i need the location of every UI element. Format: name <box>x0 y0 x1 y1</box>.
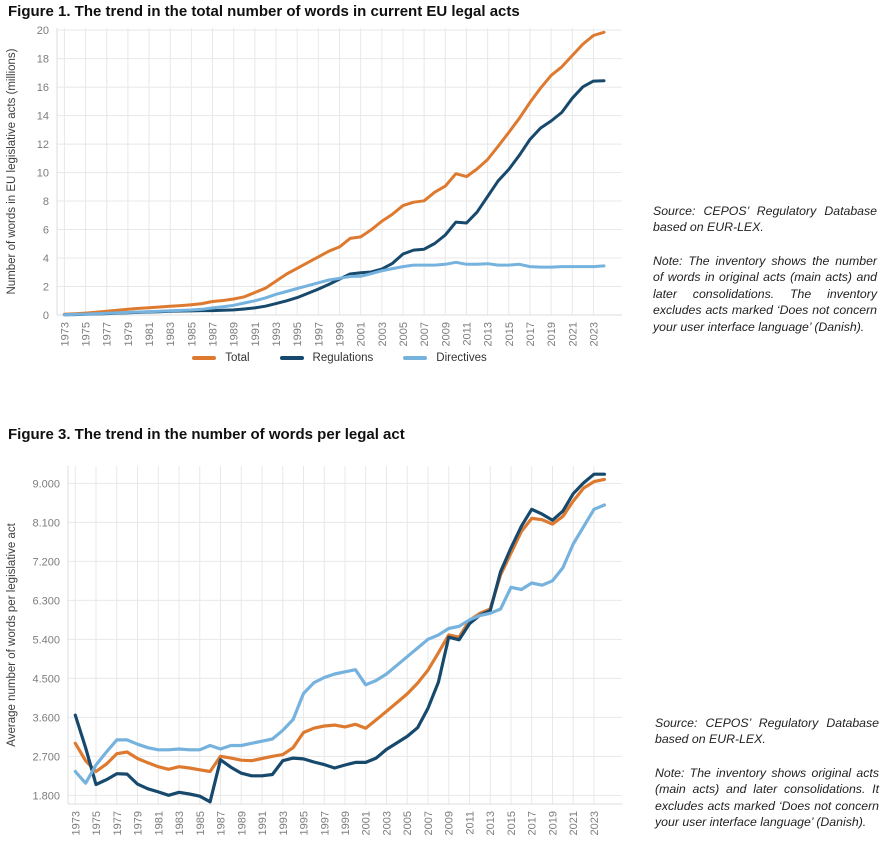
svg-text:1973: 1973 <box>59 322 71 346</box>
figure-3-line-chart: 1973 1975 1977 1979 1981 1983 1985 1987 1989 1991… <box>6 466 622 835</box>
svg-text:2011: 2011 <box>461 322 473 346</box>
svg-text:2007: 2007 <box>423 811 435 835</box>
svg-text:3.600: 3.600 <box>32 712 60 724</box>
svg-text:8.100: 8.100 <box>32 517 60 529</box>
svg-text:12: 12 <box>37 139 49 151</box>
svg-text:1983: 1983 <box>165 322 177 346</box>
legend-item-regulations: Regulations <box>279 352 374 364</box>
svg-text:1999: 1999 <box>340 811 352 835</box>
svg-text:1991: 1991 <box>250 322 262 346</box>
svg-text:1997: 1997 <box>319 811 331 835</box>
figure-3-note-text: Note: The inventory shows original acts … <box>655 765 879 830</box>
svg-text:2003: 2003 <box>381 811 393 835</box>
svg-text:2023: 2023 <box>588 322 600 346</box>
svg-text:Number of words in EU legislat: Number of words in EU legislative acts (… <box>6 48 18 294</box>
legend-item-directives: Directives <box>403 352 487 364</box>
svg-text:2009: 2009 <box>440 322 452 346</box>
svg-text:1977: 1977 <box>102 322 114 346</box>
svg-text:1979: 1979 <box>133 811 145 835</box>
svg-text:2013: 2013 <box>483 322 495 346</box>
svg-text:1985: 1985 <box>186 322 198 346</box>
legend-swatch-regulations <box>279 356 304 360</box>
svg-text:2017: 2017 <box>527 811 539 835</box>
svg-text:2021: 2021 <box>568 811 580 835</box>
legend-label-directives: Directives <box>436 352 487 364</box>
svg-text:1987: 1987 <box>208 322 220 346</box>
svg-text:1973: 1973 <box>70 811 82 835</box>
svg-text:1993: 1993 <box>278 811 290 835</box>
svg-text:8: 8 <box>43 196 49 208</box>
figure-3-title: Figure 3. The trend in the number of wor… <box>8 426 405 443</box>
legend-swatch-total <box>192 356 217 360</box>
svg-text:1989: 1989 <box>229 322 241 346</box>
svg-text:1981: 1981 <box>153 811 165 835</box>
svg-text:2011: 2011 <box>464 811 476 835</box>
svg-text:7.200: 7.200 <box>32 556 60 568</box>
svg-text:2005: 2005 <box>398 322 410 346</box>
svg-text:1975: 1975 <box>81 322 93 346</box>
svg-text:4.500: 4.500 <box>32 673 60 685</box>
legend-label-total: Total <box>225 352 250 364</box>
svg-text:1995: 1995 <box>299 811 311 835</box>
svg-text:1987: 1987 <box>216 811 228 835</box>
svg-text:1991: 1991 <box>257 811 269 835</box>
svg-text:1977: 1977 <box>112 811 124 835</box>
figure-1-title: Figure 1. The trend in the total number … <box>8 3 520 20</box>
legend-item-total: Total <box>192 352 250 364</box>
svg-text:2001: 2001 <box>361 811 373 835</box>
svg-text:Average number of words per le: Average number of words per legislative … <box>6 522 18 746</box>
figure-1-legend: Total Regulations Directives <box>57 352 622 364</box>
svg-text:2023: 2023 <box>589 811 601 835</box>
svg-text:1997: 1997 <box>313 322 325 346</box>
svg-text:2: 2 <box>43 282 49 294</box>
svg-text:1979: 1979 <box>123 322 135 346</box>
svg-text:14: 14 <box>37 111 49 123</box>
legend-label-regulations: Regulations <box>312 352 374 364</box>
figure-1-side-note: Source: CEPOS’ Regulatory Database based… <box>653 203 877 335</box>
svg-text:6: 6 <box>43 225 49 237</box>
svg-text:2.700: 2.700 <box>32 751 60 763</box>
svg-text:20: 20 <box>37 25 49 37</box>
figure-3-side-note: Source: CEPOS’ Regulatory Database based… <box>655 715 879 831</box>
svg-text:2013: 2013 <box>485 811 497 835</box>
svg-text:2021: 2021 <box>567 322 579 346</box>
svg-text:2005: 2005 <box>402 811 414 835</box>
svg-text:2015: 2015 <box>504 322 516 346</box>
svg-text:9.000: 9.000 <box>32 478 60 490</box>
svg-text:2007: 2007 <box>419 322 431 346</box>
svg-text:1999: 1999 <box>335 322 347 346</box>
svg-text:2009: 2009 <box>444 811 456 835</box>
svg-text:5.400: 5.400 <box>32 634 60 646</box>
svg-text:2017: 2017 <box>525 322 537 346</box>
svg-text:2001: 2001 <box>356 322 368 346</box>
svg-text:1989: 1989 <box>236 811 248 835</box>
svg-text:18: 18 <box>37 54 49 66</box>
svg-text:6.300: 6.300 <box>32 595 60 607</box>
svg-text:1983: 1983 <box>174 811 186 835</box>
svg-text:2019: 2019 <box>547 811 559 835</box>
figure-1-source-text: Source: CEPOS’ Regulatory Database based… <box>653 204 877 235</box>
svg-text:1975: 1975 <box>91 811 103 835</box>
svg-text:1981: 1981 <box>144 322 156 346</box>
svg-text:1993: 1993 <box>271 322 283 346</box>
svg-text:2019: 2019 <box>546 322 558 346</box>
figure-3-source-text: Source: CEPOS’ Regulatory Database based… <box>655 716 879 747</box>
svg-text:1.800: 1.800 <box>32 790 60 802</box>
svg-text:2015: 2015 <box>506 811 518 835</box>
svg-text:2003: 2003 <box>377 322 389 346</box>
svg-text:4: 4 <box>43 253 49 265</box>
figure-1-line-chart: 1973 1975 1977 1979 1981 1983 1985 1987 1989 1991… <box>6 25 622 346</box>
legend-swatch-directives <box>403 356 428 360</box>
svg-text:1985: 1985 <box>195 811 207 835</box>
svg-text:1995: 1995 <box>292 322 304 346</box>
svg-text:16: 16 <box>37 82 49 94</box>
figure-1-note-text: Note: The inventory shows the number of … <box>653 253 877 334</box>
svg-text:0: 0 <box>43 310 49 322</box>
svg-text:10: 10 <box>37 168 49 180</box>
